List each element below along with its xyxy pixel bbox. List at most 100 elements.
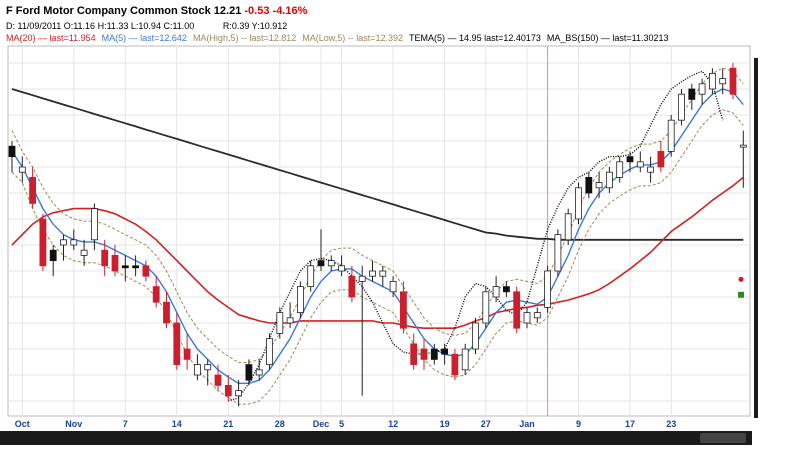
candle [636,151,644,173]
legend-entry: MA_BS(150) — last=11.30213 [546,33,669,43]
x-tick-label: 9 [576,419,581,429]
candle-body [214,374,222,386]
scrollbar-thumb[interactable] [700,433,746,443]
x-tick-label: 14 [172,419,182,429]
candle-body [80,249,88,256]
candle-body [338,265,346,272]
candle-body [348,275,356,298]
candle [513,286,521,334]
candle [379,265,387,287]
candle [616,156,624,183]
candle-body [173,322,181,365]
candle [657,141,665,173]
candle-body [399,291,407,329]
x-tick-label: 17 [625,419,635,429]
candle [111,245,119,277]
candle-body [482,291,490,324]
candle-body [492,286,500,298]
candle [585,172,593,199]
legend-entry: MA(20) — last=11.954 [6,33,96,43]
candle-body [317,260,325,267]
candle [276,307,284,339]
candle [410,333,418,370]
candle-body [266,338,273,366]
candle [266,333,273,370]
candle [502,281,510,297]
candle-body [667,119,675,152]
candle [420,338,428,370]
tema-line [228,70,724,402]
candle [163,291,170,329]
candle-body [678,93,685,121]
symbol-title: F Ford Motor Company Common Stock [6,5,211,17]
candle [719,68,727,95]
candle [595,172,603,199]
candle [173,312,181,370]
candle-body [152,286,160,303]
ma-high-envelope [11,67,744,363]
candle [544,265,551,313]
candle-body [472,322,479,350]
candle [451,349,459,381]
candle [286,302,294,329]
candle-body [729,67,737,95]
candle [39,213,47,271]
horizontal-scrollbar[interactable] [0,431,752,445]
candle-body [8,145,16,157]
candle [492,276,500,303]
candle-body [636,161,644,168]
candle-body [719,78,727,85]
candle [626,151,634,173]
candle [523,307,531,329]
indicator-marker [738,276,744,282]
candle [348,265,356,303]
candle [729,63,737,100]
candle [461,343,469,375]
candle-body [502,286,510,293]
x-tick-label: Nov [65,419,82,429]
candle [245,359,253,386]
candle [224,375,232,401]
cursor-readout: R:0.39 Y:10.912 [222,21,288,31]
candle-body [142,265,150,277]
x-tick-label: 27 [481,419,491,429]
candle [307,260,315,292]
candle [49,245,57,277]
candle-body [132,265,140,269]
candle-body [286,317,294,324]
candle [152,276,160,308]
candle-body [430,348,438,360]
candle-body [91,208,98,241]
candle [214,364,222,391]
x-tick-label: 5 [339,419,344,429]
x-tick-label: 23 [666,419,676,429]
candle [91,203,98,251]
candle [739,130,747,188]
candle [533,307,541,323]
candle-body [657,150,665,168]
candle-body [441,348,449,355]
candle-body [544,270,551,308]
candle-body [369,270,376,277]
candle [8,141,16,173]
candle-body [410,343,418,365]
candle-body [111,254,119,272]
ohlc-readout: D: 11/09/2011 O:11.16 H:11.33 L:10.94 C:… [6,21,287,31]
indicator-marker [738,291,744,298]
candle-body [564,213,572,241]
price-change: -0.53 [244,5,270,17]
candle [317,229,325,271]
candle-body [183,348,191,360]
candle [338,255,346,277]
x-tick-label: 28 [275,419,285,429]
candle [204,359,212,386]
candle [698,78,706,105]
candle [18,156,26,183]
candle-body [193,364,201,376]
vertical-scrollbar[interactable] [754,58,758,418]
indicator-legend: MA(20) — last=11.954 MA(5) — last=12.642 M… [6,33,675,43]
candle [101,239,109,277]
candle-body [585,176,593,194]
x-tick-label: 21 [223,419,233,429]
